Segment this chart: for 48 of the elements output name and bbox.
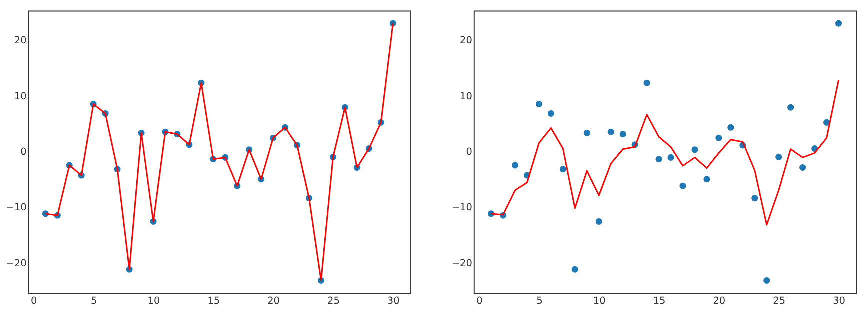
point [668,154,674,161]
point [704,176,710,183]
x-tick-label: 5 [90,296,98,307]
point [692,146,698,154]
point [680,182,686,190]
x-tick-label: 10 [148,296,160,307]
y-tick-label: 10 [14,91,27,102]
point [656,156,662,163]
y-tick-label: −10 [6,202,27,214]
point [776,154,782,160]
point [728,124,734,131]
y-tick-label: 20 [460,36,472,47]
point [644,80,650,86]
point [560,166,566,173]
point [788,104,794,111]
x-tick-label: 20 [713,296,726,307]
point [620,131,626,138]
x-tick-label: 30 [387,296,400,307]
point [584,130,590,136]
x-tick-label: 15 [653,296,666,307]
y-tick-label: 0 [20,146,27,158]
y-tick-label: 20 [14,36,27,47]
point [536,101,542,108]
point [596,218,602,225]
x-tick-label: 10 [593,296,606,307]
y-tick-label: −20 [6,258,27,270]
point [716,134,722,142]
x-tick-label: 20 [268,296,280,307]
point [608,128,614,136]
x-tick-label: 15 [208,296,220,307]
point [752,195,758,202]
x-tick-label: 25 [328,296,340,307]
y-tick-label: −20 [452,258,472,270]
x-tick-label: 5 [536,296,543,307]
y-tick-label: 0 [466,146,472,158]
point [836,20,842,27]
x-tick-label: 30 [833,296,846,307]
point [548,110,554,117]
y-tick-label: −10 [452,202,472,214]
y-tick-label: 10 [460,91,472,102]
x-tick-label: 0 [31,296,38,307]
x-tick-label: 25 [773,296,786,307]
x-tick-label: 0 [476,296,483,307]
point [824,119,830,126]
point [800,164,806,171]
point [572,266,578,273]
point [512,162,519,169]
point [764,277,770,284]
